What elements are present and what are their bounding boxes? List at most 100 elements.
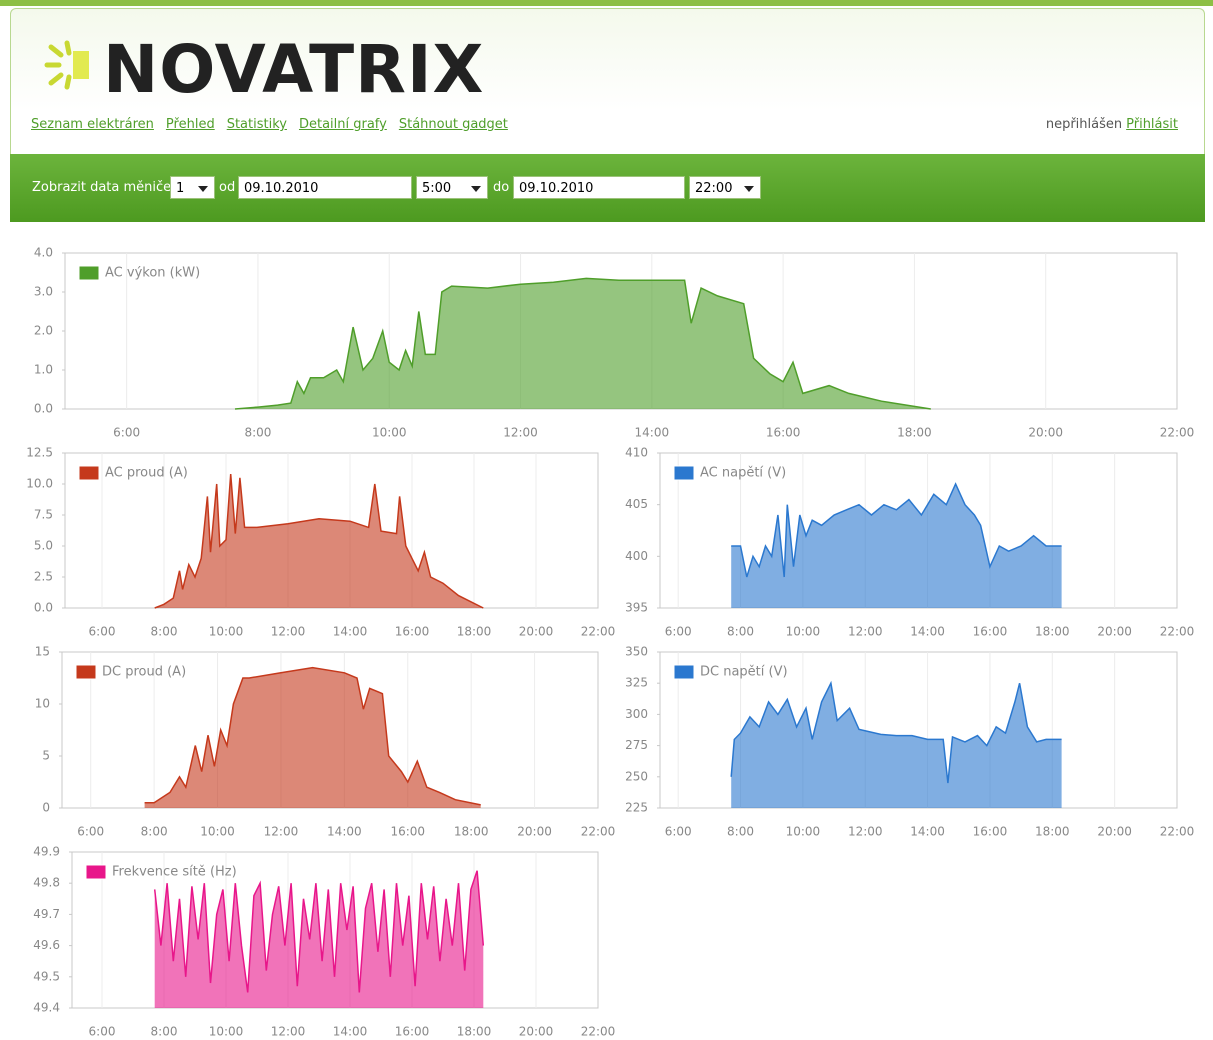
x-tick-label: 16:00 [766, 426, 801, 440]
x-tick-label: 18:00 [457, 625, 492, 639]
y-tick-label: 49.7 [33, 907, 60, 921]
x-tick-label: 20:00 [1097, 825, 1132, 839]
nav-link[interactable]: Statistiky [226, 117, 287, 132]
legend-label: Frekvence sítě (Hz) [112, 865, 237, 880]
y-tick-label: 0 [42, 801, 50, 815]
nav-link[interactable]: Detailní grafy [298, 117, 387, 132]
y-tick-label: 0.0 [34, 601, 53, 615]
x-tick-label: 10:00 [786, 625, 821, 639]
legend-swatch [85, 864, 107, 880]
y-tick-label: 225 [625, 801, 648, 815]
login-status: nepřihlášen [1045, 117, 1123, 132]
login-link[interactable]: Přihlásit [1126, 117, 1178, 132]
legend-swatch [673, 465, 695, 481]
y-tick-label: 0.0 [34, 402, 53, 416]
nav-link[interactable]: Přehled [165, 117, 215, 132]
area [154, 870, 484, 1008]
y-tick-label: 405 [625, 497, 648, 511]
line [144, 666, 481, 806]
y-tick-label: 395 [625, 601, 648, 615]
x-tick-label: 8:00 [727, 825, 754, 839]
chart: 6:00 8:00 10:00 12:00 14:00 16:00 18:00 20:00 22… [35, 645, 616, 839]
x-tick-label: 16:00 [973, 625, 1008, 639]
x-tick-label: 20:00 [1028, 426, 1063, 440]
x-tick-label: 14:00 [910, 625, 945, 639]
x-tick-label: 18:00 [457, 1025, 492, 1039]
y-tick-label: 300 [625, 707, 648, 721]
y-tick-label: 49.8 [33, 876, 60, 890]
x-tick-label: 22:00 [581, 625, 616, 639]
legend-swatch [75, 664, 97, 680]
x-tick-label: 16:00 [395, 625, 430, 639]
area [144, 667, 481, 808]
x-tick-label: 6:00 [665, 825, 692, 839]
login: nepřihlášen Přihlásit [1046, 117, 1178, 132]
x-tick-label: 16:00 [395, 1025, 430, 1039]
x-tick-label: 12:00 [271, 1025, 306, 1039]
line [153, 870, 485, 993]
x-tick-label: 10:00 [372, 426, 407, 440]
y-tick-label: 275 [625, 738, 648, 752]
x-tick-label: 22:00 [1160, 825, 1195, 839]
nav: Seznam elektráren Přehled Statistiky Detail… [31, 117, 520, 132]
time-from[interactable]: 5:00 [416, 176, 488, 199]
x-tick-label: 20:00 [519, 1025, 554, 1039]
line [234, 277, 931, 410]
line [731, 482, 1062, 578]
x-tick-label: 14:00 [333, 625, 368, 639]
x-tick-label: 20:00 [1097, 625, 1132, 639]
to-label: do [493, 180, 510, 195]
filter-bar: Zobrazit data měniče 1 od 09.10.2010 5:0… [10, 154, 1205, 222]
chart: 6:00 8:00 10:00 12:00 14:00 16:00 18:00 20:00 22… [625, 645, 1194, 839]
chart: 6:00 8:00 10:00 12:00 14:00 16:00 18:00 20:00 22… [26, 446, 615, 639]
y-tick-label: 325 [625, 676, 648, 690]
date-from[interactable]: 09.10.2010 [238, 176, 412, 199]
time-to[interactable]: 22:00 [689, 176, 761, 199]
x-tick-label: 10:00 [209, 625, 244, 639]
y-tick-label: 10.0 [26, 477, 53, 491]
area [731, 484, 1062, 608]
legend-label: DC proud (A) [102, 665, 186, 680]
x-tick-label: 12:00 [264, 825, 299, 839]
x-tick-label: 12:00 [271, 625, 306, 639]
plot-frame [61, 651, 599, 809]
legend-label: AC napětí (V) [700, 466, 786, 481]
legend-swatch [673, 664, 695, 680]
y-tick-label: 1.0 [34, 363, 53, 377]
from-label: od [219, 180, 236, 195]
x-tick-label: 18:00 [1035, 825, 1070, 839]
y-tick-label: 400 [625, 549, 648, 563]
nav-link[interactable]: Stáhnout gadget [398, 117, 508, 132]
y-tick-label: 15 [35, 645, 50, 659]
date-to[interactable]: 09.10.2010 [513, 176, 685, 199]
area [154, 474, 484, 608]
y-tick-label: 49.9 [33, 845, 60, 859]
header: NOVATRIX Seznam elektráren Přehled Statist… [10, 8, 1205, 154]
x-tick-label: 14:00 [910, 825, 945, 839]
x-tick-label: 16:00 [973, 825, 1008, 839]
x-tick-label: 22:00 [581, 825, 616, 839]
plot-frame [659, 651, 1178, 809]
x-tick-label: 12:00 [503, 426, 538, 440]
y-tick-label: 3.0 [34, 285, 53, 299]
y-tick-label: 2.0 [34, 324, 53, 338]
top-border [0, 0, 1213, 6]
x-tick-label: 6:00 [665, 625, 692, 639]
y-tick-label: 49.5 [33, 969, 60, 983]
x-tick-label: 14:00 [333, 1025, 368, 1039]
legend-label: DC napětí (V) [700, 665, 788, 680]
area [235, 278, 931, 409]
nav-link[interactable]: Seznam elektráren [31, 117, 154, 132]
x-tick-label: 12:00 [848, 625, 883, 639]
x-tick-label: 18:00 [454, 825, 489, 839]
inverter-select[interactable]: 1 [170, 176, 215, 199]
plot-frame [659, 452, 1178, 609]
plot-frame [64, 252, 1178, 410]
x-tick-label: 6:00 [113, 426, 140, 440]
y-tick-label: 250 [625, 769, 648, 783]
legend-swatch [78, 265, 100, 281]
line [730, 680, 1062, 784]
x-tick-label: 22:00 [581, 1025, 616, 1039]
line [154, 474, 484, 609]
